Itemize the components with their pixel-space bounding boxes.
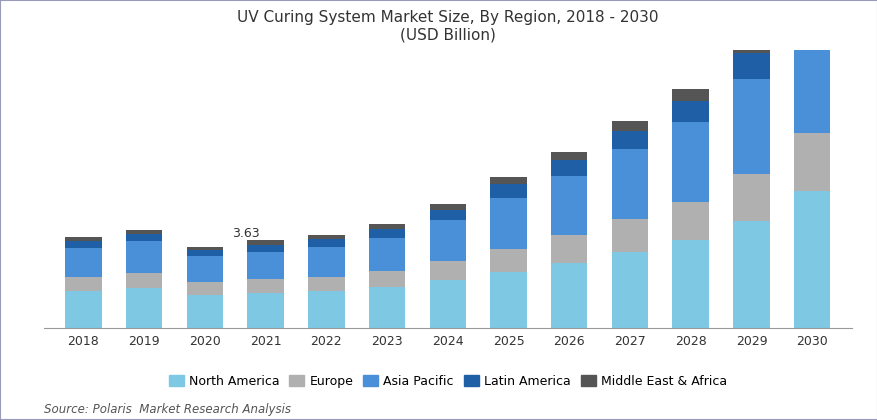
- Bar: [793, 18, 830, 133]
- Bar: [672, 101, 708, 122]
- Bar: [611, 149, 647, 219]
- Bar: [308, 291, 344, 328]
- Bar: [489, 272, 526, 328]
- Bar: [732, 174, 769, 221]
- Bar: [125, 273, 162, 289]
- Bar: [368, 238, 405, 271]
- Text: 3.63: 3.63: [232, 227, 260, 240]
- Bar: [611, 252, 647, 328]
- Bar: [187, 256, 223, 282]
- Bar: [65, 277, 102, 291]
- Bar: [125, 230, 162, 234]
- Text: Source: Polaris  Market Research Analysis: Source: Polaris Market Research Analysis: [44, 403, 290, 416]
- Bar: [247, 240, 283, 245]
- Bar: [368, 287, 405, 328]
- Bar: [125, 241, 162, 273]
- Bar: [551, 263, 587, 328]
- Bar: [125, 234, 162, 242]
- Title: UV Curing System Market Size, By Region, 2018 - 2030
(USD Billion): UV Curing System Market Size, By Region,…: [237, 10, 658, 42]
- Bar: [672, 202, 708, 240]
- Bar: [247, 293, 283, 328]
- Bar: [489, 177, 526, 184]
- Legend: North America, Europe, Asia Pacific, Latin America, Middle East & Africa: North America, Europe, Asia Pacific, Lat…: [164, 370, 731, 393]
- Bar: [489, 184, 526, 197]
- Bar: [429, 220, 466, 261]
- Bar: [672, 89, 708, 101]
- Bar: [732, 39, 769, 53]
- Bar: [65, 241, 102, 248]
- Bar: [429, 281, 466, 328]
- Bar: [308, 235, 344, 239]
- Bar: [187, 295, 223, 328]
- Bar: [732, 79, 769, 174]
- Bar: [672, 240, 708, 328]
- Bar: [551, 152, 587, 160]
- Bar: [793, 133, 830, 191]
- Bar: [125, 289, 162, 328]
- Bar: [247, 252, 283, 279]
- Bar: [187, 282, 223, 295]
- Bar: [429, 210, 466, 220]
- Bar: [65, 237, 102, 241]
- Bar: [489, 249, 526, 272]
- Bar: [551, 176, 587, 236]
- Bar: [247, 245, 283, 252]
- Bar: [672, 122, 708, 202]
- Bar: [308, 239, 344, 247]
- Bar: [308, 277, 344, 291]
- Bar: [368, 229, 405, 238]
- Bar: [187, 247, 223, 250]
- Bar: [429, 261, 466, 281]
- Bar: [611, 219, 647, 252]
- Bar: [187, 250, 223, 256]
- Bar: [732, 53, 769, 79]
- Bar: [65, 248, 102, 277]
- Bar: [793, 191, 830, 328]
- Bar: [489, 197, 526, 249]
- Bar: [429, 204, 466, 210]
- Bar: [793, 0, 830, 18]
- Bar: [247, 279, 283, 293]
- Bar: [368, 271, 405, 287]
- Bar: [551, 236, 587, 263]
- Bar: [732, 221, 769, 328]
- Bar: [65, 291, 102, 328]
- Bar: [611, 121, 647, 131]
- Bar: [368, 224, 405, 229]
- Bar: [611, 131, 647, 149]
- Bar: [308, 247, 344, 277]
- Bar: [551, 160, 587, 176]
